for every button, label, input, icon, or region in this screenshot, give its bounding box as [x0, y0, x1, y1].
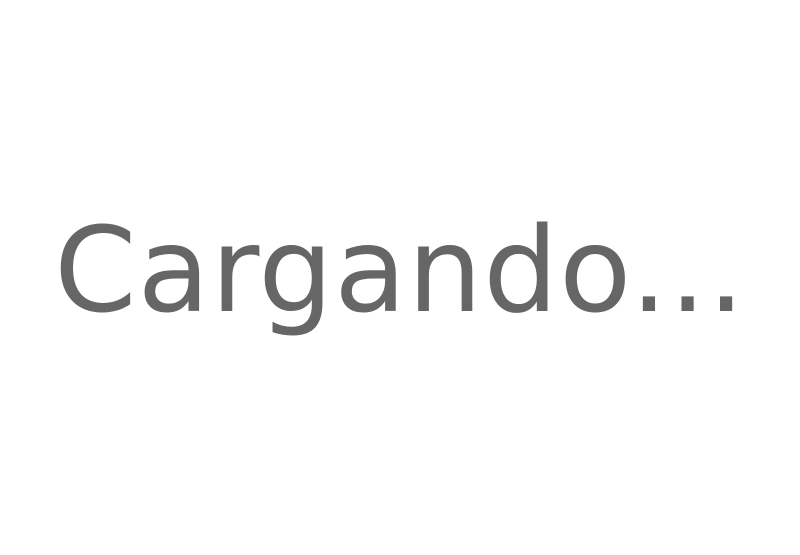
loading-message: Cargando... [54, 200, 746, 339]
loading-screen: Cargando... [54, 200, 746, 339]
